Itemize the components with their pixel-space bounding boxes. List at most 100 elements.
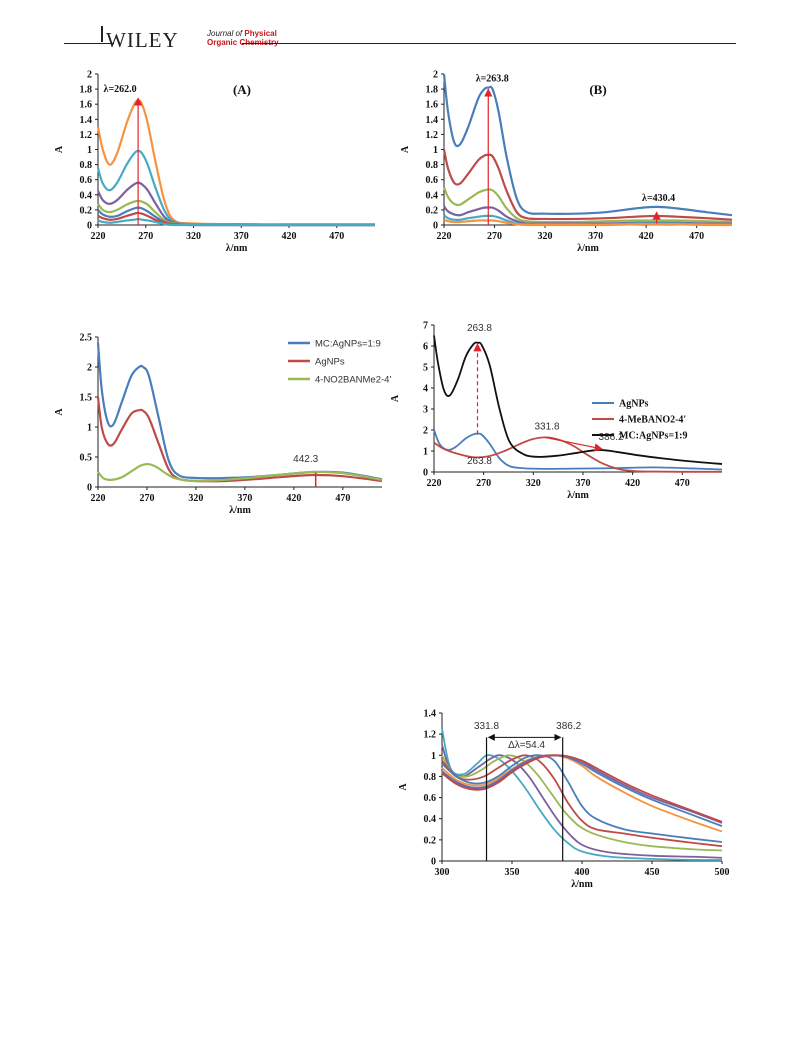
- y-tick-label: 0.2: [80, 205, 93, 216]
- chart-d: 220 270 320 370 420 470 0 1 2 3 4 5 6 7 λ/nm A 263.8 263.…: [390, 321, 723, 501]
- peak-annotation-left: 331.8: [535, 421, 560, 432]
- y-axis-label: A: [54, 408, 65, 416]
- x-axis-label: λ/nm: [571, 879, 593, 890]
- y-tick-label: 1.2: [424, 730, 437, 741]
- y-tick-label: 1.6: [426, 100, 439, 111]
- y-axis-label: A: [54, 145, 65, 153]
- x-tick-label: 370: [234, 231, 249, 242]
- peak-annotation: 442.3: [293, 454, 318, 465]
- publisher-logo: WILEY: [106, 28, 179, 52]
- y-tick-label: 6: [423, 342, 428, 353]
- header-rule-right: [242, 43, 736, 44]
- y-tick-label: 0.6: [80, 175, 93, 186]
- peak-annotation-top: 263.8: [467, 323, 492, 334]
- peak-annotation-right: 386.2: [556, 721, 581, 732]
- series-line: [441, 754, 723, 848]
- legend-label: AgNPs: [619, 399, 649, 410]
- y-tick-label: 2: [423, 426, 428, 437]
- y-tick-label: 0.6: [424, 793, 437, 804]
- x-tick-label: 420: [625, 478, 640, 489]
- y-axis-label: A: [398, 783, 409, 791]
- x-tick-label: 300: [435, 867, 450, 878]
- x-tick-label: 270: [139, 493, 154, 504]
- x-tick-label: 220: [427, 478, 442, 489]
- x-axis-label: λ/nm: [577, 243, 599, 254]
- panel-label: (A): [233, 82, 251, 97]
- x-tick-label: 470: [329, 231, 344, 242]
- delta-annotation: Δλ=54.4: [508, 740, 545, 751]
- x-tick-label: 270: [487, 231, 502, 242]
- chart-a: 220 270 320 370 420 470 0 0.2 0.4 0.6 0.8 1 1.2 1.4 1.…: [54, 70, 375, 254]
- peak-annotation-bottom: 263.8: [467, 456, 492, 467]
- x-tick-label: 320: [186, 231, 201, 242]
- y-tick-label: 1: [433, 145, 438, 156]
- y-tick-label: 1: [423, 447, 428, 458]
- x-tick-label: 450: [645, 867, 660, 878]
- journal-line1-prefix: Journal of: [207, 29, 245, 38]
- y-tick-label: 0.2: [426, 205, 439, 216]
- series-line: [442, 149, 733, 221]
- x-tick-label: 320: [188, 493, 203, 504]
- x-tick-label: 470: [689, 231, 704, 242]
- y-tick-label: 4: [423, 384, 428, 395]
- legend-label: 4-MeBANO2-4': [619, 415, 686, 426]
- x-tick-label: 370: [575, 478, 590, 489]
- series-line: [96, 396, 383, 483]
- peak-shift-arrow-ct: [544, 436, 603, 452]
- peak-annotation: λ=262.0: [104, 84, 137, 95]
- y-tick-label: 2.5: [80, 333, 93, 344]
- series-line: [433, 335, 723, 465]
- y-axis-label: A: [390, 394, 401, 402]
- x-tick-label: 420: [282, 231, 297, 242]
- y-tick-label: 0.4: [424, 814, 437, 825]
- y-tick-label: 1.5: [80, 393, 93, 404]
- peak-annotation-spr: λ=430.4: [642, 193, 675, 204]
- y-tick-label: 0: [423, 468, 428, 479]
- y-tick-label: 0: [433, 221, 438, 232]
- journal-line1-red: Physical: [244, 29, 277, 38]
- header-rule-left: [64, 43, 114, 44]
- y-tick-label: 0: [87, 483, 92, 494]
- y-tick-label: 5: [423, 363, 428, 374]
- journal-header: WILEY Journal of Physical Organic Chemis…: [64, 22, 736, 52]
- x-tick-label: 370: [237, 493, 252, 504]
- x-tick-label: 470: [675, 478, 690, 489]
- journal-name: Journal of Physical Organic Chemistry: [207, 29, 279, 47]
- y-tick-label: 0.5: [80, 453, 93, 464]
- y-tick-label: 0.8: [424, 772, 437, 783]
- chart-c: 220 270 320 370 420 470 0 0.5 1 1.5 2 2.5 λ/nm A 442.3…: [54, 333, 391, 517]
- y-tick-label: 0.2: [424, 835, 437, 846]
- header-tick: [101, 26, 103, 42]
- legend-label: MC:AgNPs=1:9: [619, 431, 687, 442]
- y-tick-label: 1.6: [80, 100, 93, 111]
- x-tick-label: 270: [138, 231, 153, 242]
- legend-label: MC:AgNPs=1:9: [315, 339, 381, 350]
- x-tick-label: 320: [538, 231, 553, 242]
- y-tick-label: 1: [87, 145, 92, 156]
- y-tick-label: 0: [431, 857, 436, 868]
- y-tick-label: 0: [87, 221, 92, 232]
- x-tick-label: 400: [575, 867, 590, 878]
- y-tick-label: 0.8: [80, 160, 93, 171]
- series-line: [97, 217, 375, 227]
- series-line: [442, 186, 733, 224]
- x-tick-label: 270: [476, 478, 491, 489]
- y-tick-label: 7: [423, 321, 428, 332]
- y-tick-label: 1.2: [80, 130, 93, 141]
- x-tick-label: 420: [639, 231, 654, 242]
- y-tick-label: 0.6: [426, 175, 439, 186]
- series-line: [441, 754, 723, 852]
- y-tick-label: 0.8: [426, 160, 439, 171]
- x-tick-label: 220: [91, 493, 106, 504]
- y-tick-label: 3: [423, 405, 428, 416]
- series-line: [443, 218, 733, 227]
- y-tick-label: 1: [87, 423, 92, 434]
- series-line: [433, 436, 723, 473]
- chart-b: 220 270 320 370 420 470 0 0.2 0.4 0.6 0.8 1 1.2 1.4 1.…: [400, 70, 733, 254]
- y-tick-label: 2: [87, 70, 92, 81]
- series-line: [441, 728, 723, 861]
- series-line: [97, 206, 375, 227]
- x-axis-label: λ/nm: [226, 243, 248, 254]
- series-line: [441, 744, 723, 859]
- panel-label: (B): [589, 82, 606, 97]
